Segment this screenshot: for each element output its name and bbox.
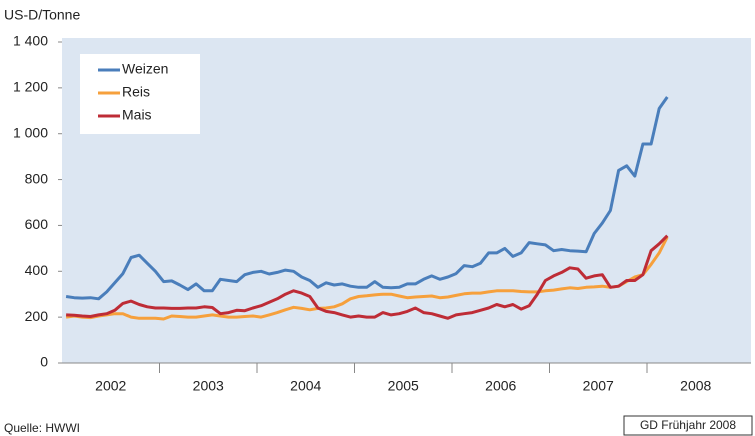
line-series <box>66 234 669 320</box>
legend-label: Reis <box>122 84 150 100</box>
y-tick-label: 200 <box>25 308 49 324</box>
y-tick-label: 800 <box>25 170 49 186</box>
y-tick-label: 600 <box>25 216 49 232</box>
y-tick-label: 1 200 <box>13 79 48 95</box>
x-tick-label: 2007 <box>583 378 614 394</box>
credit-box <box>623 415 753 436</box>
y-tick-label: 1 400 <box>13 33 48 49</box>
source: Quelle: HWWI <box>4 421 80 435</box>
y-axis-label: US-D/Tonne <box>4 7 80 23</box>
x-tick-label: 2004 <box>290 378 321 394</box>
y-tick-label: 1 000 <box>13 124 48 140</box>
y-tick-label: 400 <box>25 262 49 278</box>
line-series <box>65 96 669 301</box>
y-tick-label: 0 <box>40 354 48 370</box>
x-tick-label: 2005 <box>388 378 419 394</box>
legend-label: Weizen <box>122 61 168 77</box>
x-tick-label: 2003 <box>193 378 224 394</box>
x-tick-label: 2006 <box>485 378 516 394</box>
line-series <box>65 236 669 321</box>
credit: GD Frühjahr 2008 <box>640 418 736 432</box>
legend-label: Mais <box>122 107 152 123</box>
x-tick-label: 2008 <box>680 378 711 394</box>
x-tick-label: 2002 <box>95 378 126 394</box>
